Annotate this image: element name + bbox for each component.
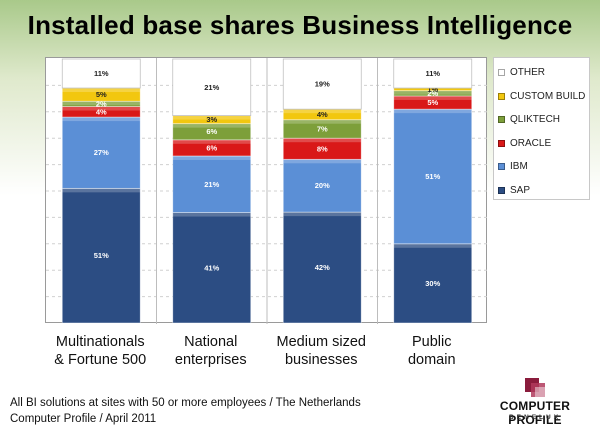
logo-name: COMPUTER PROFILE [499,399,571,427]
legend-swatch [498,163,505,171]
bar-segment-other [393,58,473,89]
bar-segment-other [172,58,252,116]
data-label: 6% [206,127,217,136]
data-label: 5% [427,98,438,107]
data-label: 4% [96,107,107,116]
legend-item: ORACLE [498,132,589,156]
bar-segment-ibm [282,158,362,213]
stacked-bar-chart: 51%27%4%2%5%11%41%21%6%6%3%21%42%20%8%7%… [46,58,488,324]
bar-highlight [172,115,251,120]
bar-segment-other [282,58,362,110]
logo-subtitle: BENELUX [508,414,562,421]
data-label: 51% [94,251,109,260]
data-label: 42% [315,263,330,272]
data-label: 2% [427,89,438,98]
data-label: 19% [315,80,330,89]
data-label: 21% [204,180,219,189]
data-label: 20% [315,181,330,190]
legend-swatch [498,92,505,100]
bar-highlight [283,159,362,164]
data-label: 27% [94,148,109,157]
legend-label: OTHER [510,67,545,79]
data-label: 11% [425,69,440,78]
bar-segment-other [61,58,141,89]
data-label: 2% [96,99,107,108]
category-label: Multinationals & Fortune 500 [54,334,147,368]
bar-highlight [393,95,472,100]
bar-segment-sap [282,211,362,324]
legend-label: QLIKTECH [510,114,561,126]
footnote-line-1: All BI solutions at sites with 50 or mor… [10,397,361,409]
bar-highlight [172,212,251,217]
bar-highlight [393,90,472,95]
bar-segment-sap [393,243,473,324]
legend-item: CUSTOM BUILD [498,85,589,109]
data-label: 41% [204,263,219,272]
legend-item: QLIKTECH [498,108,589,132]
bar-highlight [393,243,472,248]
logo-icon [525,378,545,397]
data-label: 1% [427,85,438,94]
category-label: National enterprises [174,334,247,368]
bar-highlight [283,119,362,124]
bar-segment-sap [61,187,141,324]
plot-area: 51% 27% 4% 2% 5% 11% 41% 21% 6% 6% 3% 21% 42% 20% 8% 7%… [45,57,488,324]
data-label: 51% [425,172,440,181]
data-label: 7% [317,124,328,133]
data-label: 11% [94,69,109,78]
bar-highlight [393,109,472,114]
legend-item: IBM [498,155,589,179]
legend-item: OTHER [498,61,589,85]
legend: OTHER CUSTOM BUILD QLIKTECH ORACLE IBM SAP [493,57,590,200]
data-label: 4% [317,110,328,119]
data-label: 8% [317,144,328,153]
bar-highlight [172,123,251,128]
bar-highlight [62,117,141,122]
data-label: 30% [425,279,440,288]
category-label: Medium sized businesses [276,334,366,368]
bar-highlight [283,109,362,114]
legend-swatch [498,186,505,194]
bar-segment-ibm [61,116,141,189]
bar-highlight [283,138,362,143]
bar-highlight [172,139,251,144]
data-label: 21% [204,83,219,92]
bar-highlight [62,188,141,193]
bar-highlight [283,212,362,217]
bar-highlight [62,106,141,111]
category-label: Public domain [407,334,456,368]
legend-swatch [498,116,505,124]
bar-segment-sap [172,212,252,324]
bar-highlight [62,88,141,93]
company-logo: COMPUTER PROFILE BENELUX [480,375,590,430]
legend-label: SAP [510,184,531,196]
legend-label: IBM [510,161,528,173]
footnote-line-2: Computer Profile / April 2011 [10,413,157,425]
bar-highlight [172,155,251,160]
footnote: All BI solutions at sites with 50 or mor… [10,395,361,427]
data-label: 5% [96,90,107,99]
legend-item: SAP [498,179,589,203]
data-label: 3% [206,115,217,124]
chart-title: Installed base shares Business Intellige… [27,10,573,40]
bar-segment-ibm [393,108,473,245]
legend-swatch [498,69,505,77]
legend-swatch [498,139,505,147]
legend-label: ORACLE [510,137,552,149]
data-label: 6% [206,143,217,152]
bar-highlight [62,101,141,106]
legend-label: CUSTOM BUILD [510,90,586,102]
